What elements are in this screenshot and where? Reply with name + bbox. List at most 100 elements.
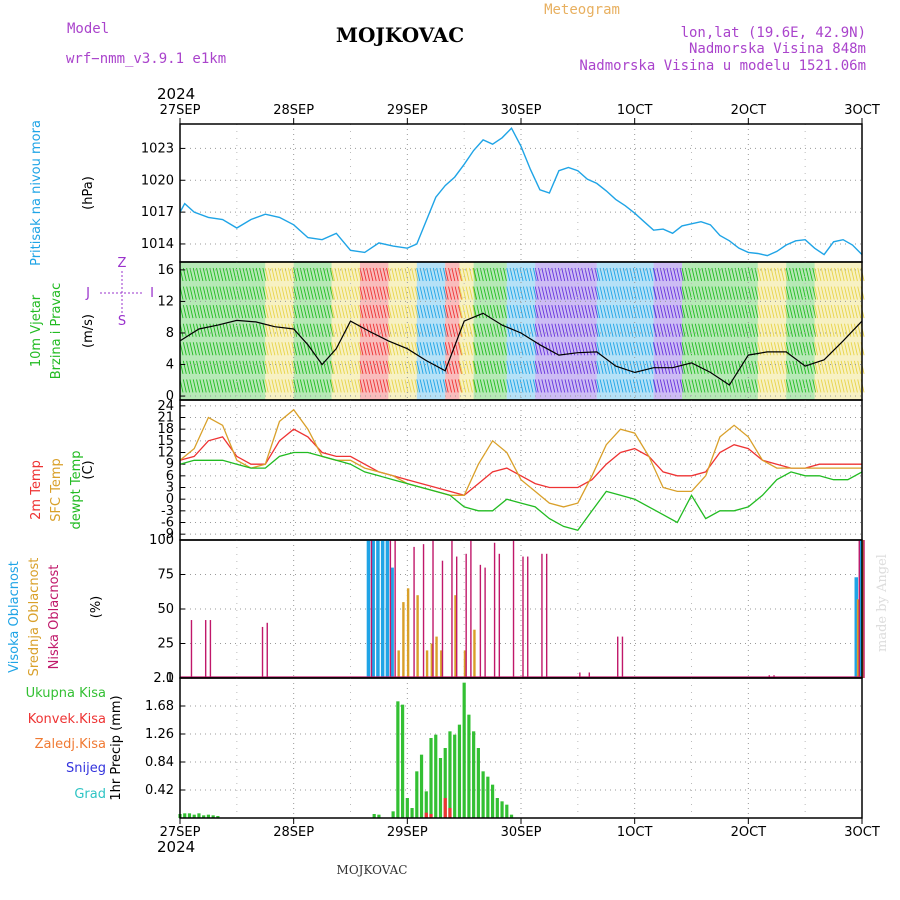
wind-barb <box>235 342 240 356</box>
wind-barb <box>212 360 217 374</box>
wind-barb <box>225 305 230 319</box>
wind-barb <box>694 360 699 374</box>
wind-barb <box>847 379 852 393</box>
wind-barb <box>770 342 775 356</box>
wind-barb <box>666 323 671 337</box>
wind-barb <box>404 305 409 319</box>
wind-barb <box>679 342 684 356</box>
wind-barb <box>783 267 788 282</box>
wind-barb <box>262 305 267 319</box>
wind-barb <box>714 323 719 337</box>
wind-barb <box>316 379 321 393</box>
wind-barb <box>599 305 604 319</box>
wind-barb <box>541 323 546 337</box>
wind-barb <box>255 360 260 374</box>
wind-barb <box>799 360 803 374</box>
wind-barb <box>394 360 399 374</box>
wind-barb <box>757 379 762 393</box>
wind-barb <box>411 379 416 393</box>
wind-barb <box>609 342 614 356</box>
wind-barb <box>591 323 596 337</box>
wind-barb <box>676 305 681 319</box>
wind-barb <box>830 305 835 319</box>
cloud-bar <box>512 540 515 678</box>
wind-barb <box>429 379 434 393</box>
wind-barb <box>274 323 279 337</box>
wind-barb <box>303 286 308 300</box>
x-tick-label-bottom: 28SEP <box>273 825 314 840</box>
wind-barb <box>534 379 539 393</box>
wind-barb <box>268 305 273 319</box>
clouds-ytick-label: 50 <box>157 602 174 617</box>
wind-barb <box>780 323 785 337</box>
precip-bar <box>495 798 499 818</box>
wind-barb <box>649 323 654 337</box>
wind-barb <box>483 323 488 337</box>
wind-barb <box>853 360 858 374</box>
wind-barb <box>407 286 412 300</box>
wind-barb <box>754 379 759 393</box>
wind-barb <box>701 267 706 282</box>
wind-barb <box>777 267 782 282</box>
wind-barb <box>673 379 677 393</box>
wind-barb <box>242 305 247 319</box>
wind-barb <box>503 379 507 393</box>
wind-barb <box>812 379 817 393</box>
wind-barb <box>718 379 722 393</box>
wind-barb <box>472 286 477 300</box>
wind-barb <box>844 286 848 300</box>
wind-barb <box>503 360 507 374</box>
wind-barb <box>212 267 217 282</box>
wind-barb <box>663 323 667 337</box>
wind-barb <box>544 323 549 337</box>
wind-barb <box>799 379 803 393</box>
wind-barb <box>379 323 384 337</box>
wind-barb <box>760 286 765 300</box>
cloud-bar <box>440 650 443 678</box>
wind-barb <box>606 267 611 282</box>
wind-barb <box>594 379 599 393</box>
wind-barb <box>369 360 374 374</box>
wind-barb <box>264 286 269 300</box>
wind-barb <box>812 323 817 337</box>
cloud-bar <box>454 595 457 678</box>
wind-barb <box>711 379 716 393</box>
wind-barb <box>538 305 542 319</box>
wind-barb <box>783 305 788 319</box>
wind-barb <box>493 305 497 319</box>
wind-barb <box>271 267 276 282</box>
wind-barb <box>734 323 739 337</box>
wind-barb <box>708 305 712 319</box>
wind-barb <box>306 305 311 319</box>
wind-barb <box>728 342 732 356</box>
wind-barb <box>426 305 431 319</box>
wind-barb <box>451 267 456 282</box>
wind-barb <box>538 267 542 282</box>
wind-barb <box>212 286 217 300</box>
wind-barb <box>724 360 729 374</box>
wind-barb <box>472 342 477 356</box>
precip-legend-label-4: Grad <box>74 787 106 802</box>
wind-barb <box>763 379 768 393</box>
wind-barb <box>599 379 604 393</box>
wind-barb <box>414 360 419 374</box>
wind-barb <box>331 379 335 393</box>
wind-barb <box>496 360 501 374</box>
wind-barb <box>544 379 549 393</box>
wind-barb <box>387 323 392 337</box>
wind-barb <box>812 305 817 319</box>
wind-barb <box>626 379 631 393</box>
wind-barb <box>222 286 227 300</box>
wind-barb <box>439 323 444 337</box>
wind-barb <box>326 305 331 319</box>
wind-barb <box>458 360 462 374</box>
wind-barb <box>448 379 452 393</box>
wind-barb <box>639 342 644 356</box>
wind-barb <box>306 379 311 393</box>
wind-barb <box>451 379 456 393</box>
wind-barb <box>341 286 345 300</box>
wind-barb <box>642 286 647 300</box>
wind-barb <box>564 323 569 337</box>
wind-barb <box>840 360 845 374</box>
wind-barb <box>577 267 582 282</box>
